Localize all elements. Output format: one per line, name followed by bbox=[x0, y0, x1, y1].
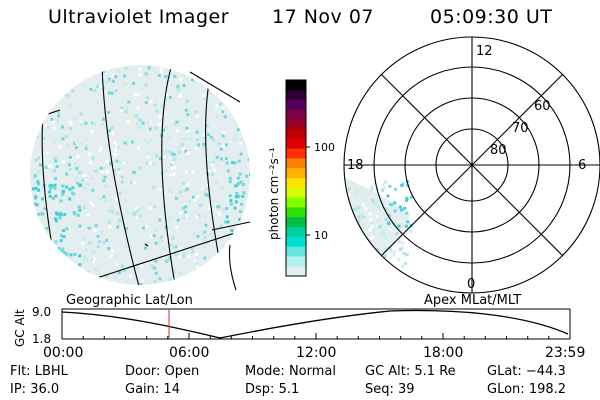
info-gcalt: GC Alt: 5.1 Re bbox=[365, 364, 456, 379]
info-mode: Mode: Normal bbox=[245, 364, 336, 379]
geographic-label: Geographic Lat/Lon bbox=[66, 293, 193, 308]
instrument-title: Ultraviolet Imager bbox=[48, 6, 230, 28]
gridline-outside bbox=[189, 71, 241, 103]
info-glon: GLon: 198.2 bbox=[487, 382, 567, 397]
altitude-plot: GC Alt 9.0 1.8 bbox=[13, 305, 571, 347]
altitude-ylabel: GC Alt bbox=[13, 309, 27, 347]
colorbar-tick-100: 100 bbox=[314, 141, 335, 154]
mlt-label-12: 12 bbox=[476, 44, 493, 59]
time-label: 05:09:30 UT bbox=[430, 6, 553, 28]
xtick-1800: 18:00 bbox=[423, 345, 464, 361]
geographic-image bbox=[30, 65, 251, 291]
info-seq: Seq: 39 bbox=[365, 382, 415, 397]
xtick-0600: 06:00 bbox=[169, 345, 210, 361]
info-glat: GLat: −44.3 bbox=[487, 364, 566, 379]
colorbar-tick-10: 10 bbox=[314, 229, 328, 242]
info-gain: Gain: 14 bbox=[125, 382, 180, 397]
info-door: Door: Open bbox=[125, 364, 200, 379]
mlat-label-80: 80 bbox=[490, 143, 507, 158]
ytick-9: 9.0 bbox=[32, 305, 51, 319]
mlt-label-6: 6 bbox=[578, 158, 586, 173]
ytick-1-8: 1.8 bbox=[32, 332, 51, 346]
mlat-label-60: 60 bbox=[534, 99, 551, 114]
info-dsp: Dsp: 5.1 bbox=[245, 382, 300, 397]
colorbar-label: photon cm⁻²s⁻¹ bbox=[267, 147, 281, 240]
xtick-0000: 00:00 bbox=[43, 345, 84, 361]
info-ip: IP: 36.0 bbox=[10, 382, 60, 397]
date-label: 17 Nov 07 bbox=[272, 6, 375, 28]
xtick-1200: 12:00 bbox=[296, 345, 337, 361]
apex-label: Apex MLat/MLT bbox=[424, 293, 522, 308]
xtick-2359: 23:59 bbox=[545, 345, 586, 361]
info-flt: Flt: LBHL bbox=[10, 364, 68, 379]
mlt-label-18: 18 bbox=[347, 158, 364, 173]
colorbar: 100 10 photon cm⁻²s⁻¹ bbox=[267, 79, 335, 277]
polar-grid bbox=[343, 36, 600, 294]
altitude-curve bbox=[61, 309, 569, 339]
mlt-label-0: 0 bbox=[467, 277, 475, 292]
polar-plot: 12 18 6 0 60 70 80 bbox=[343, 36, 600, 294]
mlat-label-70: 70 bbox=[512, 121, 529, 136]
